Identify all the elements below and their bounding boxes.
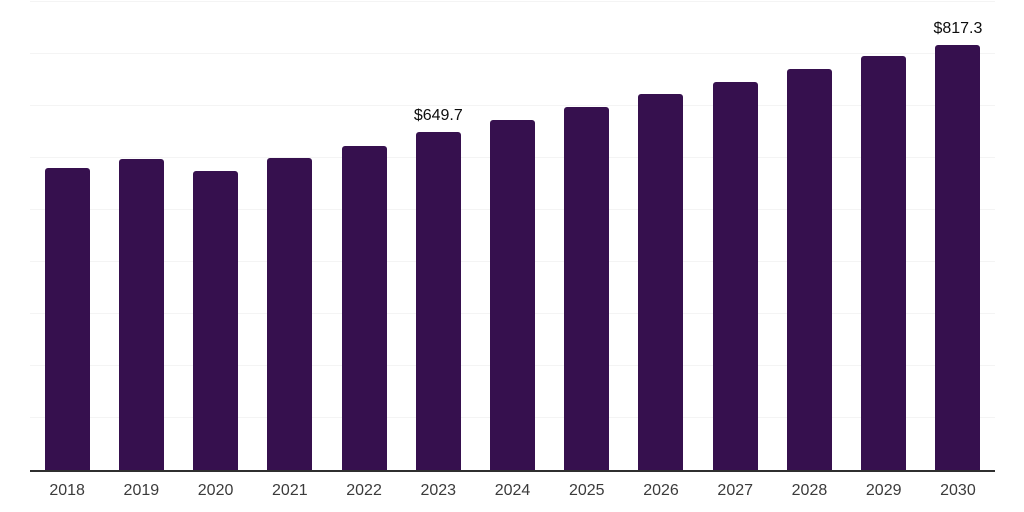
bar-2027 bbox=[712, 81, 758, 470]
bar-slot-2026 bbox=[624, 0, 698, 470]
bar-slot-2025 bbox=[550, 0, 624, 470]
bar-slot-2021 bbox=[253, 0, 327, 470]
plot-area: $649.7 $817.3 bbox=[30, 0, 995, 472]
x-tick-label-2026: 2026 bbox=[643, 482, 679, 499]
x-tick-label-2019: 2019 bbox=[123, 482, 160, 499]
x-tick-label-2020: 2020 bbox=[197, 482, 234, 499]
bar-slot-2018 bbox=[30, 0, 104, 470]
bar-slot-2028 bbox=[772, 0, 846, 470]
bar-slot-2027 bbox=[698, 0, 772, 470]
x-tick-label-2018: 2018 bbox=[49, 482, 85, 499]
x-tick-label-2024: 2024 bbox=[494, 482, 531, 499]
bar-slot-2030: $817.3 bbox=[921, 0, 995, 470]
x-tick-label-2027: 2027 bbox=[717, 482, 754, 499]
x-tick-label-2029: 2029 bbox=[865, 482, 902, 499]
bar-2022 bbox=[341, 146, 387, 470]
x-axis-tick-labels: 2018 2019 2020 2021 2022 2023 2024 2025 2026 2027… bbox=[30, 480, 995, 502]
data-label-2023: $649.7 bbox=[413, 107, 463, 125]
bar-slot-2020 bbox=[178, 0, 252, 470]
gridline-800 bbox=[30, 53, 995, 54]
bars-container: $649.7 $817.3 bbox=[30, 0, 995, 470]
bar-slot-2022 bbox=[327, 0, 401, 470]
x-tick-label-2030: 2030 bbox=[940, 482, 976, 499]
gridline-900 bbox=[30, 1, 995, 2]
x-tick-label-2028: 2028 bbox=[791, 482, 828, 499]
bar-2029 bbox=[861, 55, 907, 470]
bar-slot-2019 bbox=[104, 0, 178, 470]
bar-slot-2023: $649.7 bbox=[401, 0, 475, 470]
gridline-700 bbox=[30, 105, 995, 106]
bar-2025 bbox=[564, 106, 610, 470]
bar-2021 bbox=[267, 158, 313, 470]
bar-2019 bbox=[118, 158, 164, 470]
x-tick-label-2023: 2023 bbox=[420, 482, 457, 499]
data-label-2030: $817.3 bbox=[933, 20, 983, 37]
bar-2028 bbox=[786, 68, 832, 470]
bar-2020 bbox=[193, 171, 239, 470]
bar-2023 bbox=[415, 132, 461, 470]
x-tick-label-2025: 2025 bbox=[568, 482, 605, 499]
bar-2026 bbox=[638, 93, 684, 470]
x-tick-label-2022: 2022 bbox=[346, 482, 382, 499]
bar-2030 bbox=[935, 45, 981, 470]
bar-slot-2024 bbox=[475, 0, 549, 470]
x-tick-label-2021: 2021 bbox=[272, 482, 308, 499]
bar-slot-2029 bbox=[847, 0, 921, 470]
bar-2024 bbox=[490, 119, 536, 470]
bar-2018 bbox=[44, 168, 90, 470]
